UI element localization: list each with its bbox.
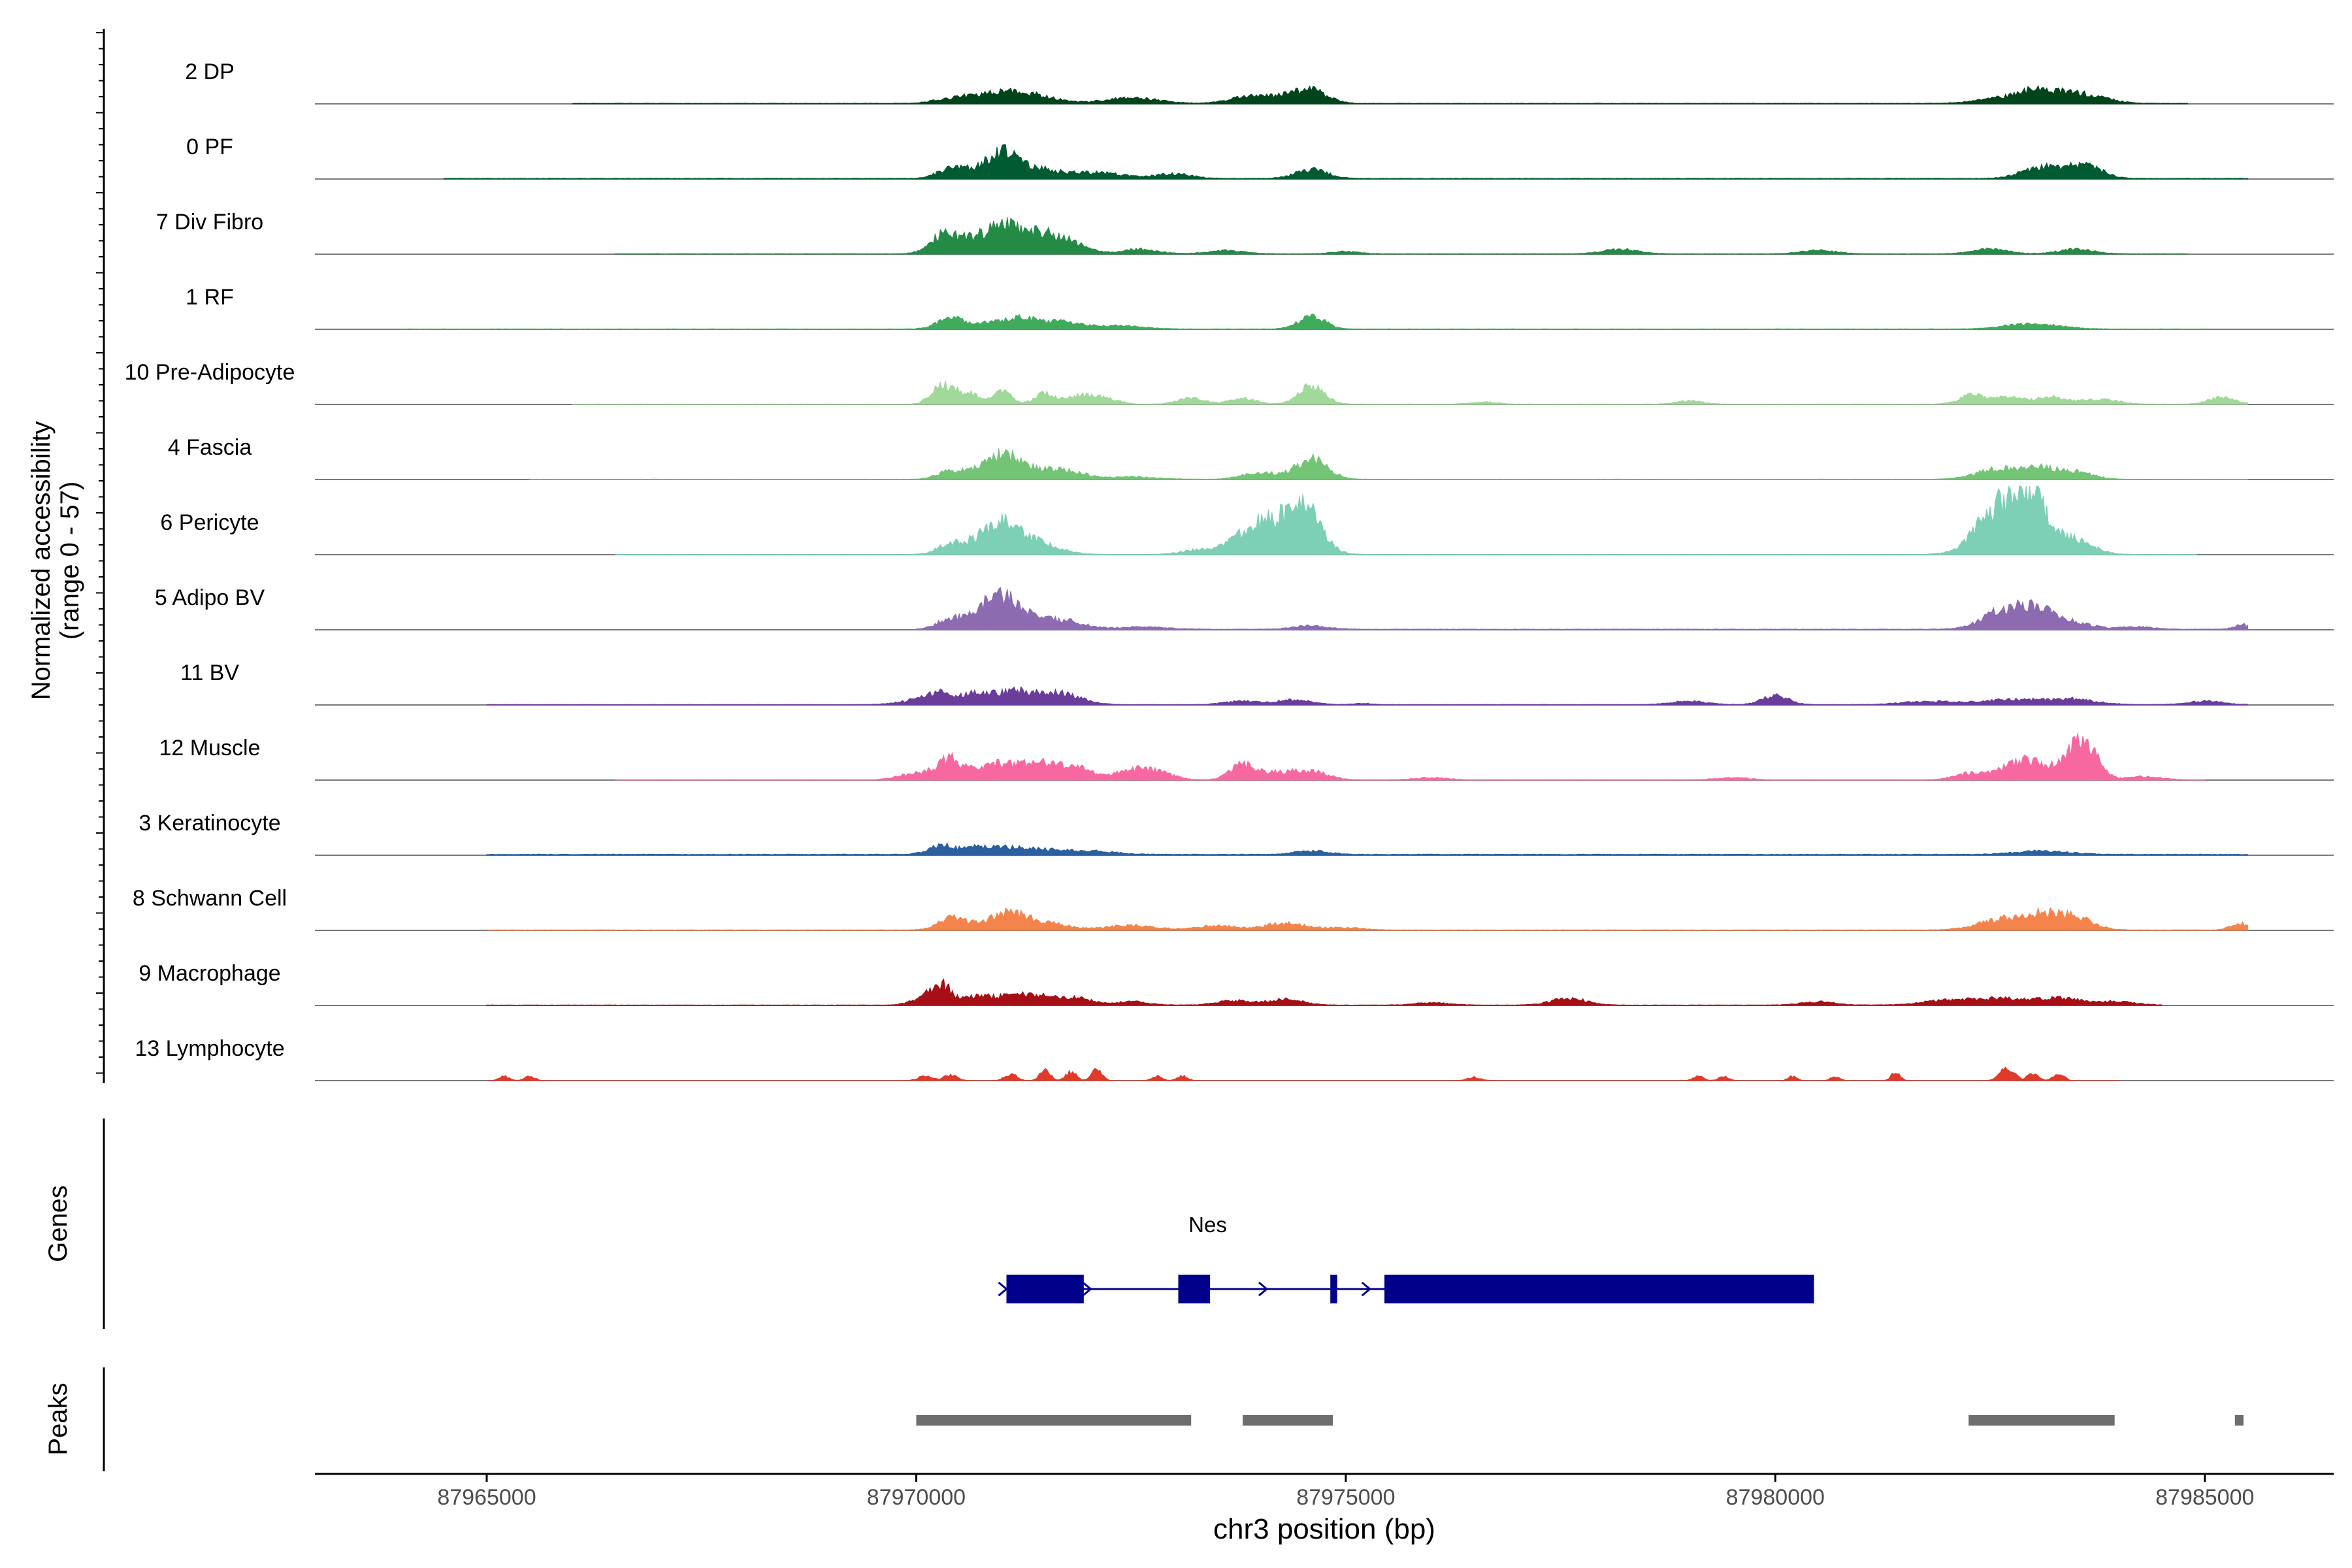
gene-exon-2 bbox=[1330, 1275, 1337, 1303]
track-label-5: 4 Fascia bbox=[168, 435, 252, 460]
track-label-13: 13 Lymphocyte bbox=[135, 1036, 284, 1061]
gene-models-layer: Nes bbox=[998, 1213, 1814, 1303]
gene-name-label: Nes bbox=[1188, 1213, 1227, 1237]
peak-bar-3 bbox=[2234, 1415, 2244, 1426]
peak-bar-2 bbox=[1968, 1415, 2115, 1426]
gene-exon-0 bbox=[1006, 1275, 1084, 1303]
coverage-y-ticks bbox=[96, 32, 104, 1074]
peak-bar-1 bbox=[1243, 1415, 1333, 1426]
coverage-area-4 bbox=[572, 380, 2248, 405]
track-label-4: 10 Pre-Adipocyte bbox=[125, 360, 295, 385]
track-label-8: 11 BV bbox=[180, 661, 239, 685]
track-label-3: 1 RF bbox=[186, 285, 234, 310]
peaks-layer bbox=[916, 1415, 2244, 1426]
coverage-area-13 bbox=[486, 1066, 2119, 1081]
track-label-1: 0 PF bbox=[186, 135, 233, 159]
x-tick-label-2: 87975000 bbox=[1296, 1485, 1395, 1510]
track-label-11: 8 Schwann Cell bbox=[133, 886, 287, 911]
gene-strand-arrow bbox=[1082, 1281, 1092, 1297]
coverage-area-10 bbox=[486, 842, 2248, 856]
coverage-tracks-layer bbox=[315, 85, 2334, 1081]
gene-strand-arrow bbox=[1361, 1281, 1372, 1297]
track-label-12: 9 Macrophage bbox=[139, 961, 280, 986]
x-tick-label-3: 87980000 bbox=[1726, 1485, 1825, 1510]
gene-exon-1 bbox=[1178, 1275, 1211, 1303]
track-labels-layer: 2 DP 0 PF 7 Div Fibro 1 RF 10 Pre-Adipocyte 4… bbox=[125, 59, 295, 1061]
coverage-area-9 bbox=[615, 732, 2206, 781]
gene-strand-arrow bbox=[1258, 1281, 1269, 1297]
coverage-area-5 bbox=[529, 448, 2248, 480]
track-label-6: 6 Pericyte bbox=[160, 510, 259, 535]
peak-bar-0 bbox=[916, 1415, 1192, 1426]
coverage-y-axis-label-line2: (range 0 - 57) bbox=[56, 482, 84, 640]
x-tick-label-1: 87970000 bbox=[867, 1485, 966, 1510]
track-label-10: 3 Keratinocyte bbox=[139, 811, 280, 836]
coverage-area-6 bbox=[615, 485, 2197, 555]
track-label-2: 7 Div Fibro bbox=[156, 210, 263, 235]
coverage-area-12 bbox=[486, 978, 2163, 1006]
track-label-0: 2 DP bbox=[185, 59, 235, 84]
x-axis-label: chr3 position (bp) bbox=[1213, 1513, 1435, 1545]
coverage-area-11 bbox=[486, 907, 2248, 931]
gene-strand-arrow bbox=[998, 1281, 1008, 1297]
x-tick-label-4: 87985000 bbox=[2155, 1485, 2254, 1510]
peaks-panel-label: Peaks bbox=[44, 1382, 73, 1455]
track-label-9: 12 Muscle bbox=[159, 736, 261, 760]
gene-exon-3 bbox=[1384, 1275, 1814, 1303]
coverage-area-1 bbox=[443, 144, 2248, 180]
x-axis-ticks: 87965000 87970000 87975000 87980000 87985000 bbox=[437, 1474, 2254, 1510]
coverage-area-7 bbox=[915, 587, 2248, 630]
coverage-area-0 bbox=[572, 85, 2188, 105]
coverage-area-2 bbox=[615, 217, 2188, 255]
coverage-area-3 bbox=[400, 313, 2206, 330]
coverage-y-axis-label-line1: Normalized accessibility bbox=[27, 421, 56, 700]
genes-panel-label: Genes bbox=[44, 1185, 73, 1262]
coverage-area-8 bbox=[486, 685, 2248, 706]
track-label-7: 5 Adipo BV bbox=[155, 585, 265, 610]
x-tick-label-0: 87965000 bbox=[437, 1485, 536, 1510]
